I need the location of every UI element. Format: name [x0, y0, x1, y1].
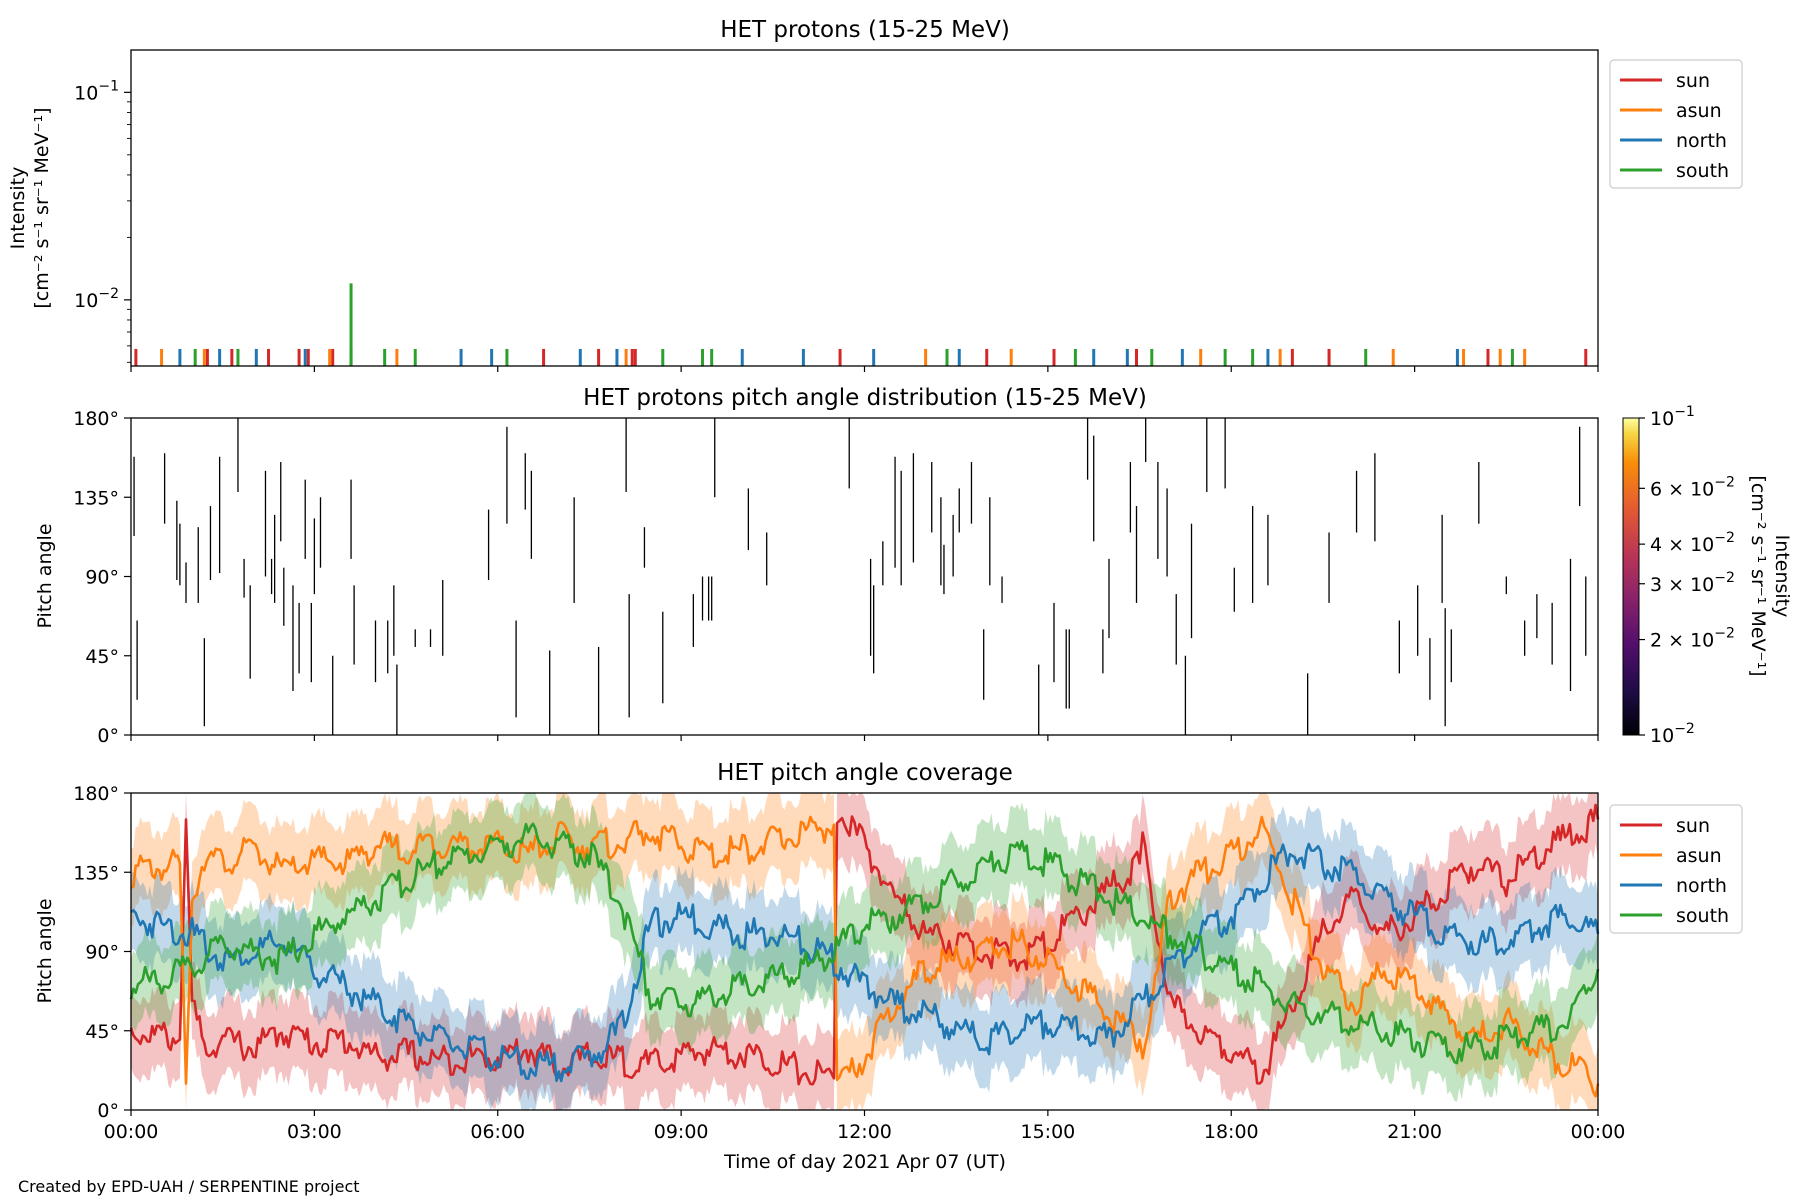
colorbar-tick-label-base: 6 × 10	[1650, 478, 1714, 500]
legend-label-asun: asun	[1676, 100, 1722, 122]
coverage-panel-title: HET pitch angle coverage	[717, 760, 1013, 786]
coverage-panel: HET pitch angle coverage 180° 135° 90° 45° 0…	[34, 760, 1743, 1173]
colorbar-tick-label: 2 × 10−2	[1650, 626, 1735, 652]
coverage-band-asun	[131, 793, 1598, 1110]
y-tick-label: 135°	[73, 862, 119, 884]
coverage-y-axis: 180° 135° 90° 45° 0°	[73, 783, 131, 1122]
colorbar-tick-label-exponent: −2	[1714, 474, 1735, 490]
x-tick-label: 21:00	[1387, 1121, 1442, 1143]
y-tick-label: 135°	[73, 487, 119, 509]
x-tick-label: 03:00	[287, 1121, 342, 1143]
x-tick-label: 00:00	[104, 1121, 159, 1143]
intensity-panel: HET protons (15-25 MeV) 10−110−2 Intensi…	[7, 17, 1743, 372]
colorbar-tick-label-base: 10	[1650, 408, 1674, 430]
legend-label-south: south	[1676, 160, 1729, 182]
colorbar-tick-label-base: 3 × 10	[1650, 574, 1714, 596]
pad-segments	[133, 418, 1587, 735]
y-tick-label: 10−1	[74, 78, 119, 104]
coverage-line-asun	[130, 815, 1600, 1098]
intensity-y-label-line2: [cm⁻² s⁻¹ sr⁻¹ MeV⁻¹]	[31, 107, 53, 308]
pad-y-label: Pitch angle	[34, 523, 56, 628]
pad-y-axis: 180° 135° 90° 45° 0°	[73, 408, 131, 747]
colorbar-label-line1: Intensity	[1771, 535, 1793, 618]
x-axis-label: Time of day 2021 Apr 07 (UT)	[723, 1151, 1006, 1173]
coverage-line-sun	[129, 803, 1600, 1086]
legend-label-sun: sun	[1676, 815, 1710, 837]
y-tick-label-base: 10	[74, 290, 98, 312]
legend-label-south: south	[1676, 905, 1729, 927]
intensity-bars	[134, 283, 1588, 366]
coverage-y-label: Pitch angle	[34, 898, 56, 1003]
colorbar-tick-label: 10−1	[1650, 404, 1695, 430]
colorbar-tick-label-base: 4 × 10	[1650, 534, 1714, 556]
legend-label-north: north	[1676, 875, 1727, 897]
intensity-y-axis: 10−110−2	[74, 78, 131, 363]
legend-label-north: north	[1676, 130, 1727, 152]
x-tick-label: 09:00	[654, 1121, 709, 1143]
colorbar-tick-label-exponent: −2	[1674, 721, 1695, 737]
intensity-legend: sun asun north south	[1609, 59, 1743, 189]
x-tick-label: 18:00	[1204, 1121, 1259, 1143]
coverage-legend: sun asun north south	[1609, 804, 1743, 934]
intensity-panel-title: HET protons (15-25 MeV)	[720, 17, 1010, 43]
coverage-lines	[129, 803, 1600, 1098]
pad-x-axis-ticks	[130, 735, 1599, 741]
y-tick-label: 180°	[73, 783, 119, 805]
coverage-band-sun	[131, 793, 1598, 1110]
colorbar-tick-label: 4 × 10−2	[1650, 530, 1735, 556]
legend-label-sun: sun	[1676, 70, 1710, 92]
colorbar-tick-label-exponent: −1	[1674, 404, 1695, 420]
coverage-x-axis: 00:00 03:00 06:00 09:00 12:00 15:00 18:00 21:00…	[104, 1110, 1626, 1143]
intensity-x-axis-ticks	[130, 366, 1599, 372]
colorbar-label-line2: [cm⁻² s⁻¹ sr⁻¹ MeV⁻¹]	[1747, 475, 1769, 676]
y-tick-label: 0°	[97, 725, 119, 747]
pad-panel: HET protons pitch angle distribution (15…	[34, 385, 1793, 747]
colorbar-ticks: 10−16 × 10−24 × 10−23 × 10−22 × 10−210−2	[1639, 404, 1735, 747]
colorbar-tick-label-exponent: −2	[1714, 570, 1735, 586]
x-tick-label: 15:00	[1020, 1121, 1075, 1143]
y-tick-label: 45°	[85, 1021, 119, 1043]
credit-text: Created by EPD-UAH / SERPENTINE project	[18, 1177, 360, 1196]
coverage-line-north	[130, 842, 1600, 1083]
y-tick-label: 45°	[85, 646, 119, 668]
legend-box	[1609, 59, 1743, 189]
intensity-y-label-line1: Intensity	[7, 167, 29, 250]
x-tick-label: 00:00	[1571, 1121, 1626, 1143]
y-tick-label-base: 10	[74, 82, 98, 104]
pad-panel-title: HET protons pitch angle distribution (15…	[583, 385, 1147, 411]
x-tick-label: 12:00	[837, 1121, 892, 1143]
y-tick-label-exponent: −2	[98, 286, 119, 302]
colorbar	[1622, 417, 1640, 736]
colorbar-tick-label-base: 2 × 10	[1650, 630, 1714, 652]
colorbar-tick-label-exponent: −2	[1714, 530, 1735, 546]
coverage-line-south	[129, 822, 1600, 1065]
coverage-bands	[131, 793, 1598, 1110]
y-tick-label-exponent: −1	[98, 78, 119, 94]
x-tick-label: 06:00	[470, 1121, 525, 1143]
y-tick-label: 180°	[73, 408, 119, 430]
colorbar-tick-label: 3 × 10−2	[1650, 570, 1735, 596]
colorbar-tick-label: 10−2	[1650, 721, 1695, 747]
y-tick-label: 90°	[85, 567, 119, 589]
y-tick-label: 0°	[97, 1100, 119, 1122]
colorbar-tick-label-exponent: −2	[1714, 626, 1735, 642]
y-tick-label: 90°	[85, 942, 119, 964]
colorbar-tick-label-base: 10	[1650, 725, 1674, 747]
coverage-band-south	[131, 793, 1598, 1102]
colorbar-tick-label: 6 × 10−2	[1650, 474, 1735, 500]
pad-plot-frame	[130, 417, 1599, 736]
legend-box	[1609, 804, 1743, 934]
legend-label-asun: asun	[1676, 845, 1722, 867]
y-tick-label: 10−2	[74, 286, 119, 312]
coverage-band-north	[131, 805, 1598, 1110]
